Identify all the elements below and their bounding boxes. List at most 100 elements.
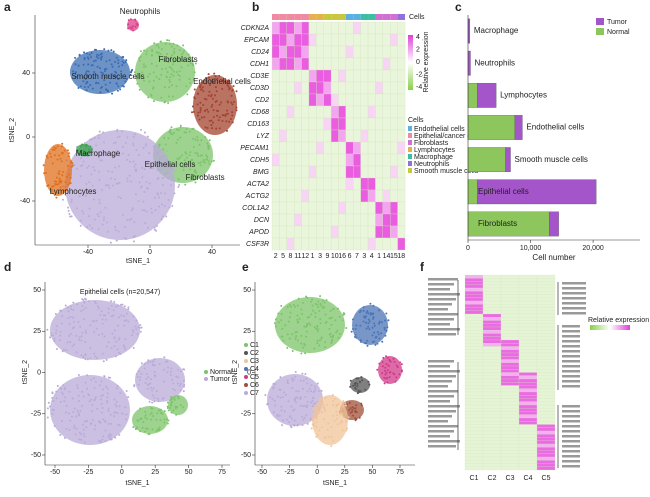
heatmap-cell [518, 388, 538, 393]
heatmap-cell [367, 165, 376, 179]
cell-dot [170, 162, 173, 165]
heatmap-cell [367, 33, 376, 47]
heatmap-cell [482, 352, 502, 357]
cell-dot [299, 397, 302, 400]
gene-name [562, 380, 580, 383]
heatmap-cell [286, 153, 295, 167]
gene-label: CD3D [250, 85, 269, 92]
cell-dot [389, 360, 392, 363]
cell-dot [96, 65, 99, 68]
cell-dot [296, 318, 299, 321]
heatmap-cell [464, 346, 484, 350]
cell-dot [74, 71, 77, 74]
bar-segment [467, 50, 471, 76]
cell-dot [73, 407, 76, 410]
heatmap-cell [367, 93, 376, 107]
heatmap-cell [482, 414, 502, 419]
cell-dot [206, 158, 209, 161]
cell-dot [100, 188, 103, 191]
heatmap-cell [536, 460, 556, 464]
gene-name [562, 365, 580, 368]
gene-name [562, 370, 580, 373]
cell-dot [106, 230, 109, 233]
cell-dot [152, 71, 155, 74]
cell-dot [141, 166, 144, 169]
heatmap-cell [330, 21, 339, 35]
cell-dot [319, 403, 322, 406]
heatmap-cell [482, 447, 502, 451]
heatmap-cell [367, 81, 376, 95]
heatmap-cell [330, 213, 339, 227]
heatmap-cell [518, 466, 538, 471]
column-label: 7 [355, 253, 359, 260]
cell-dot [114, 305, 117, 308]
cell-dot [171, 95, 174, 98]
cell-dot [81, 143, 84, 146]
cell-dot [110, 304, 113, 307]
cell-dot [229, 118, 232, 121]
cell-dot [148, 400, 151, 403]
legend-label: C5 [250, 374, 259, 381]
cell-dot [81, 423, 84, 426]
cell-dot [58, 154, 61, 157]
cell-dot [351, 414, 354, 417]
heatmap-cell [464, 385, 484, 389]
cell-dot [291, 350, 294, 353]
heatmap-cell [464, 378, 484, 383]
heatmap-cell [536, 388, 556, 393]
heatmap-cell [518, 427, 538, 432]
cell-strip [316, 14, 324, 20]
legend-dot [204, 370, 208, 374]
cell-dot [134, 428, 137, 431]
cell-dot [138, 181, 141, 184]
cell-dot [59, 157, 62, 160]
cell-dot [306, 382, 309, 385]
gene-name [562, 440, 580, 443]
heatmap-cell [345, 225, 354, 239]
cell-dot [294, 331, 297, 334]
heatmap-cell [500, 466, 520, 471]
heatmap-cell [500, 346, 520, 350]
heatmap-cell [482, 274, 502, 279]
heatmap-cell [500, 287, 520, 292]
cell-dot [92, 377, 95, 380]
cell-dot [105, 345, 108, 348]
heatmap-cell [397, 141, 406, 155]
cell-dot [322, 418, 325, 421]
cell-dot [293, 424, 296, 427]
heatmap-cell [500, 434, 520, 438]
heatmap-cell [338, 93, 347, 107]
cell-dot [117, 59, 120, 62]
heatmap-cell [464, 424, 484, 428]
cell-dot [101, 318, 104, 321]
cell-dot [310, 427, 313, 430]
heatmap-cell [360, 153, 369, 167]
cell-dot [133, 71, 136, 74]
heatmap-cell [464, 294, 484, 298]
cell-dot [61, 142, 64, 145]
y-axis-label: tSNE_2 [22, 360, 29, 384]
cell-dot [311, 309, 314, 312]
heatmap-cell [286, 213, 295, 227]
cell-dot [136, 24, 139, 27]
heatmap-cell [518, 411, 538, 415]
cell-dot [158, 362, 161, 365]
cell-dot [112, 309, 115, 312]
cell-dot [144, 222, 147, 225]
cell-dot [81, 154, 84, 157]
heatmap-cell [500, 326, 520, 331]
cell-dot [360, 376, 363, 379]
cell-dot [97, 170, 100, 173]
cell-dot [339, 412, 342, 415]
cell-dot [129, 73, 132, 76]
heatmap-cell [286, 237, 295, 251]
cell-dot [387, 365, 390, 368]
cell-dot [179, 404, 182, 407]
cell-dot [288, 337, 291, 340]
heatmap-cell [536, 437, 556, 441]
cell-dot [176, 138, 179, 141]
heatmap-cell [464, 362, 484, 367]
cell-dot [113, 411, 116, 414]
x-tick-label: 25 [341, 469, 349, 476]
cell-dot [97, 440, 100, 443]
